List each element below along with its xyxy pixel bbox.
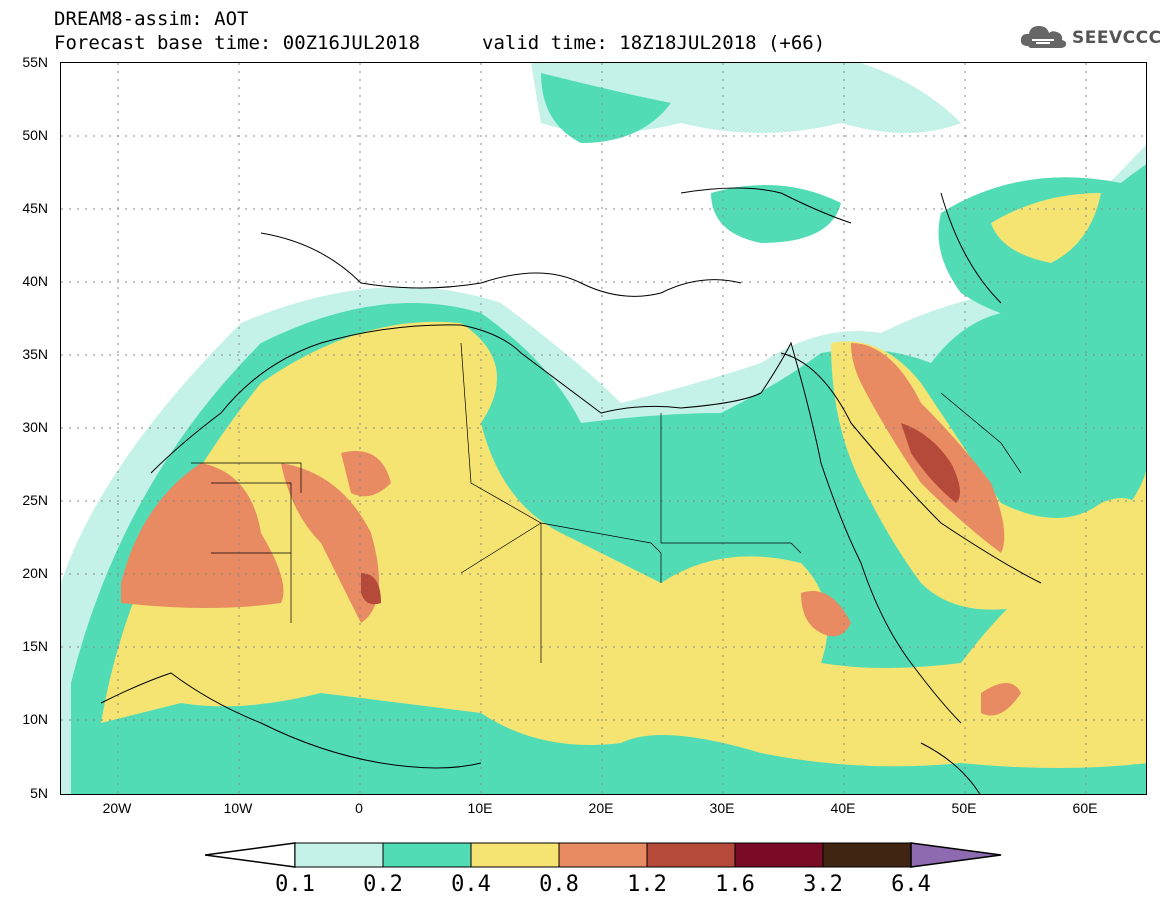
colorbar-bin-1.2-1.6 (646, 842, 736, 868)
lat-label-45n: 45N (22, 200, 48, 216)
lat-label-35n: 35N (22, 346, 48, 362)
lon-label-10e: 10E (467, 800, 493, 816)
forecast-base-time: Forecast base time: 00Z16JUL2018 (54, 32, 421, 54)
lat-label-40n: 40N (22, 273, 48, 289)
colorbar-bin-0.1-0.2 (294, 842, 384, 868)
lon-label-10w: 10W (223, 800, 253, 816)
lon-label-30e: 30E (709, 800, 735, 816)
coastlines (100, 187, 1042, 794)
colorbar-bin-0.2-0.4 (382, 842, 472, 868)
lon-label-40e: 40E (830, 800, 856, 816)
colorbar-label-1.2: 1.2 (627, 872, 667, 897)
colorbar-bin-3.2-6.4 (822, 842, 912, 868)
graticule (61, 63, 1146, 794)
colorbar-label-0.8: 0.8 (539, 872, 579, 897)
cloud-icon (1018, 22, 1068, 54)
lon-label-60e: 60E (1072, 800, 1098, 816)
lat-label-20n: 20N (22, 565, 48, 581)
lat-label-5n: 5N (30, 785, 48, 801)
lon-label-20w: 20W (102, 800, 132, 816)
lat-label-55n: 55N (22, 54, 48, 70)
lat-label-30n: 30N (22, 419, 48, 435)
aot-map-svg (61, 63, 1146, 794)
colorbar-label-0.4: 0.4 (451, 872, 491, 897)
colorbar (204, 840, 1005, 870)
lat-label-10n: 10N (22, 711, 48, 727)
colorbar-bin-0.8-1.2 (558, 842, 648, 868)
valid-time: valid time: 18Z18JUL2018 (+66) (482, 32, 826, 54)
aot-contour-1.2-mali (361, 573, 381, 605)
lat-label-50n: 50N (22, 127, 48, 143)
aot-map (60, 62, 1147, 795)
lat-label-25n: 25N (22, 492, 48, 508)
seevccc-logo: SEEVCCC (1018, 22, 1162, 54)
aot-contour-0.8-mali (281, 463, 379, 623)
colorbar-bin-0.4-0.8 (470, 842, 560, 868)
map-title: DREAM8-assim: AOT (54, 8, 249, 30)
country-borders (191, 342, 1022, 663)
lon-label-20e: 20E (588, 800, 614, 816)
colorbar-under-arrow (204, 842, 296, 868)
colorbar-label-1.6: 1.6 (715, 872, 755, 897)
aot-contour-0.4 (101, 321, 1146, 768)
colorbar-label-0.2: 0.2 (363, 872, 403, 897)
aot-contour-0.8-sudan (801, 591, 851, 637)
lon-label-0: 0 (355, 800, 363, 816)
colorbar-label-6.4: 6.4 (891, 872, 931, 897)
aot-contour-0.8-algeria (341, 451, 391, 497)
logo-text: SEEVCCC (1072, 28, 1162, 48)
aot-contour-0.2-blacksea (711, 185, 841, 243)
lat-label-15n: 15N (22, 638, 48, 654)
aot-contour-0.8-somalia (981, 683, 1021, 716)
colorbar-over-arrow (910, 842, 1002, 868)
aot-contour-0.2-north (541, 73, 671, 143)
aot-contour-0.8-westafrica (121, 463, 284, 608)
colorbar-label-3.2: 3.2 (803, 872, 843, 897)
lon-label-50e: 50E (951, 800, 977, 816)
aot-contour-1.2-iraq (901, 423, 960, 503)
aot-contour-0.4-kazakh (991, 193, 1101, 263)
colorbar-label-0.1: 0.1 (275, 872, 315, 897)
colorbar-bin-1.6-3.2 (734, 842, 824, 868)
